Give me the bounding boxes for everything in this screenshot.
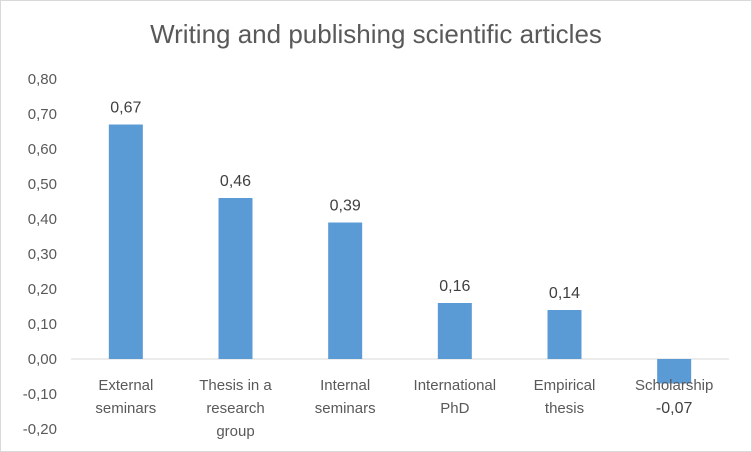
y-tick-label: 0,00 bbox=[28, 351, 57, 368]
y-tick-label: -0,20 bbox=[23, 421, 57, 438]
bar bbox=[108, 124, 143, 359]
y-tick-label: 0,80 bbox=[28, 71, 57, 88]
x-category-label: Scholarship bbox=[635, 377, 713, 394]
x-category-label: Internal bbox=[320, 377, 370, 394]
y-tick-label: 0,50 bbox=[28, 176, 57, 193]
x-category-label: External bbox=[98, 377, 153, 394]
data-label: 0,46 bbox=[220, 173, 251, 190]
y-tick-label: 0,40 bbox=[28, 211, 57, 228]
y-tick-label: 0,30 bbox=[28, 246, 57, 263]
y-tick-label: 0,60 bbox=[28, 141, 57, 158]
bar bbox=[657, 359, 692, 384]
data-label: 0,39 bbox=[330, 198, 361, 215]
data-label: 0,16 bbox=[439, 278, 470, 295]
y-tick-label: 0,70 bbox=[28, 106, 57, 123]
bar bbox=[328, 222, 363, 359]
x-category-label: Thesis in a bbox=[199, 377, 272, 394]
y-tick-label: 0,20 bbox=[28, 281, 57, 298]
data-label: 0,14 bbox=[549, 285, 580, 302]
chart-title: Writing and publishing scientific articl… bbox=[150, 19, 602, 49]
bar bbox=[437, 303, 472, 359]
bar bbox=[547, 310, 582, 359]
x-category-label: Empirical bbox=[534, 377, 596, 394]
y-tick-label: 0,10 bbox=[28, 316, 57, 333]
bar bbox=[218, 198, 253, 359]
x-category-label: research bbox=[206, 400, 264, 417]
x-category-label: PhD bbox=[440, 400, 469, 417]
x-category-label: group bbox=[216, 423, 254, 440]
x-category-label: seminars bbox=[315, 400, 376, 417]
x-category-label: International bbox=[414, 377, 497, 394]
y-tick-label: -0,10 bbox=[23, 386, 57, 403]
data-label: -0,07 bbox=[656, 400, 693, 417]
data-label: 0,67 bbox=[110, 100, 141, 117]
x-category-label: thesis bbox=[545, 400, 584, 417]
x-category-label: seminars bbox=[95, 400, 156, 417]
